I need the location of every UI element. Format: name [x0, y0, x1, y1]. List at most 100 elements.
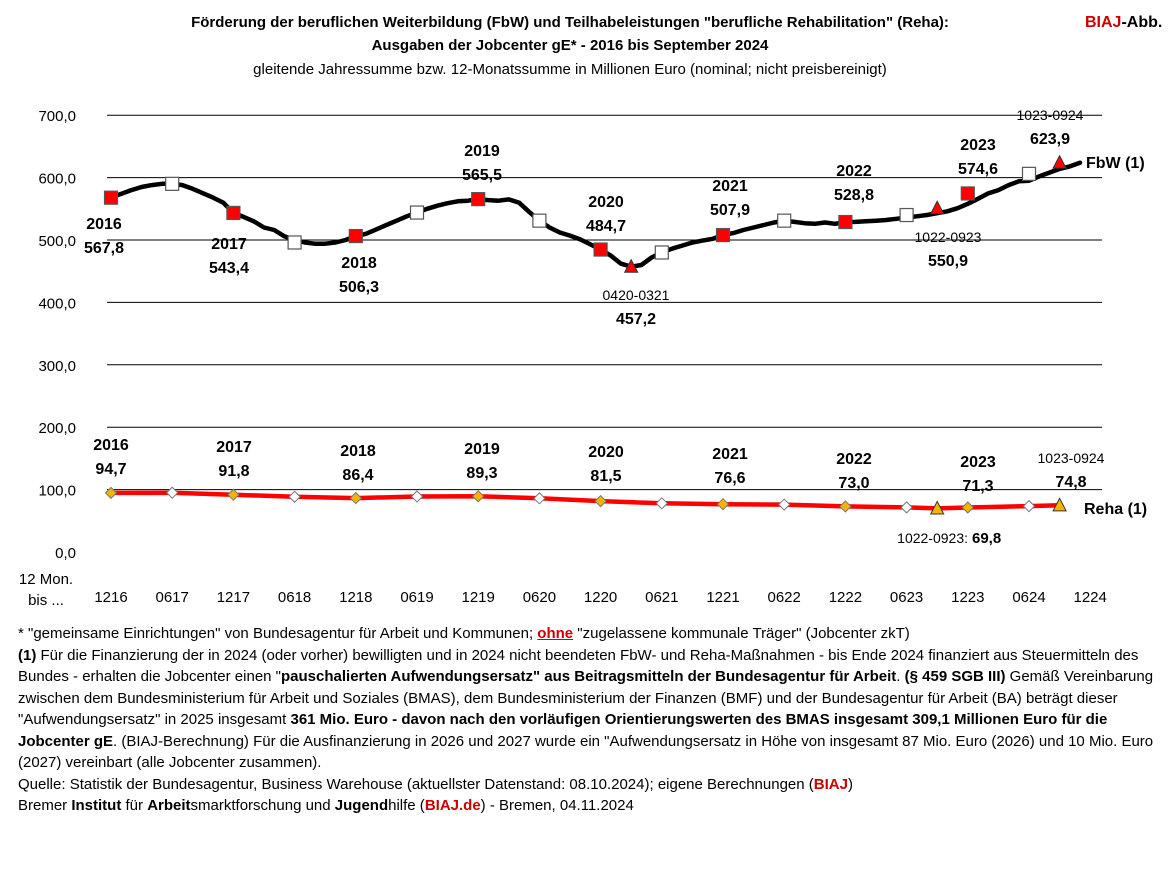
fbw-midyear-marker [899, 207, 914, 223]
fbw-midyear-marker [777, 213, 792, 228]
fbw-label-value: 484,7 [586, 218, 626, 235]
reha-year-marker [227, 488, 240, 501]
y-tick-label: 0,0 [55, 545, 76, 562]
x-tick-label: 1219 [462, 589, 495, 606]
footer-line: Bremer Institut für Arbeitsmarktforschun… [18, 797, 634, 814]
reha-label-value: 74,8 [1055, 474, 1086, 491]
reha-label-year: 2016 [93, 437, 129, 454]
fbw-midyear-marker [287, 235, 302, 250]
reha-midyear-marker [410, 490, 424, 503]
ohne-link[interactable]: ohne [537, 625, 574, 642]
x-tick-label: 1220 [584, 589, 617, 606]
reha-low-label-value: 69,8 [972, 530, 1001, 547]
fbw-label-year: 0420-0321 [603, 287, 670, 303]
x-tick-label: 0619 [400, 589, 433, 606]
fbw-label-value: 623,9 [1030, 131, 1070, 148]
fbw-label-value: 506,3 [339, 279, 379, 296]
x-tick-label: 1222 [829, 589, 862, 606]
reha-label-value: 94,7 [95, 461, 126, 478]
reha-label-value: 71,3 [962, 478, 993, 495]
reha-low-label-year: 1022-0923: [897, 530, 968, 546]
reha-midyear-marker [655, 497, 669, 510]
reha-midyear-marker [777, 498, 791, 511]
fbw-label-year: 1022-0923 [915, 229, 982, 245]
fbw-year-marker [838, 214, 853, 230]
fbw-label-value: 567,8 [84, 240, 124, 257]
fbw-highlight-marker [1052, 154, 1067, 169]
chart-title-line2: Ausgaben der Jobcenter gE* - 2016 bis Se… [371, 37, 769, 54]
reha-year-marker [594, 494, 607, 508]
reha-midyear-marker [1022, 499, 1036, 513]
fbw-year-marker [471, 192, 486, 207]
fbw-year-marker [348, 228, 363, 244]
fbw-midyear-marker [409, 205, 425, 220]
reha-midyear-marker [533, 492, 546, 505]
reha-label-year: 2020 [588, 444, 624, 461]
reha-label-value: 91,8 [218, 463, 249, 480]
y-tick-label: 700,0 [38, 108, 76, 125]
brand-rest: -Abb. [1121, 14, 1163, 31]
reha-label-year: 2018 [340, 443, 376, 460]
y-tick-label: 400,0 [38, 295, 76, 312]
reha-highlight-marker [1052, 497, 1067, 512]
x-tick-label: 0622 [768, 589, 801, 606]
chart-subtitle: gleitende Jahressumme bzw. 12-Monatssumm… [253, 61, 887, 78]
legend-fbw: FbW (1) [1086, 155, 1145, 172]
reha-label-year: 2021 [712, 446, 748, 463]
brand-logo: BIAJ-Abb. [1085, 14, 1162, 32]
reha-label-year: 2022 [836, 451, 872, 468]
fbw-label-value: 457,2 [616, 311, 656, 328]
reha-label-year: 1023-0924 [1038, 450, 1105, 466]
reha-label-year: 2019 [464, 441, 500, 458]
fbw-label-value: 565,5 [462, 167, 502, 184]
fbw-label-year: 1023-0924 [1017, 107, 1084, 123]
x-tick-label: 0617 [156, 589, 189, 606]
footnote-asterisk: * "gemeinsame Einrichtungen" von Bundesa… [18, 625, 910, 642]
fbw-midyear-marker [165, 176, 180, 191]
fbw-year-marker [715, 227, 731, 243]
x-tick-label: 0624 [1012, 589, 1045, 606]
reha-year-marker [961, 501, 975, 514]
fbw-highlight-marker [623, 258, 639, 273]
fbw-label-value: 550,9 [928, 253, 968, 270]
x-tick-label: 0621 [645, 589, 678, 606]
footnote-1: (1) Für die Finanzierung der in 2024 (od… [18, 646, 1154, 772]
fbw-label-year: 2018 [341, 255, 377, 272]
reha-label-value: 76,6 [714, 470, 745, 487]
fbw-midyear-marker [1021, 166, 1037, 181]
reha-year-marker [349, 491, 363, 505]
biaj-link[interactable]: BIAJ.de [424, 797, 481, 814]
brand-red: BIAJ [1085, 14, 1122, 31]
fbw-label-value: 574,6 [958, 161, 998, 178]
fbw-label-year: 2023 [960, 137, 996, 154]
reha-year-marker [104, 486, 118, 500]
x-tick-label: 0618 [278, 589, 311, 606]
y-tick-label: 600,0 [38, 171, 76, 188]
reha-label-year: 2023 [960, 454, 996, 471]
fbw-year-marker [960, 186, 975, 201]
chart: 0,0 100,0 200,0 300,0 400,0 500,0 600,0 700,0 12… [19, 107, 1147, 609]
reha-label-year: 2017 [216, 439, 252, 456]
fbw-year-marker [103, 190, 119, 205]
fbw-midyear-marker [532, 213, 547, 228]
reha-label-value: 73,0 [838, 475, 869, 492]
x-tick-label: 1224 [1074, 589, 1107, 606]
fbw-year-marker [226, 205, 241, 221]
legend-reha: Reha (1) [1084, 501, 1147, 518]
reha-highlight-marker [929, 500, 945, 515]
source-line: Quelle: Statistik der Bundesagentur, Bus… [18, 775, 853, 793]
x-tick-label: 0623 [890, 589, 923, 606]
y-tick-label: 300,0 [38, 358, 76, 375]
reha-year-marker [471, 490, 485, 503]
reha-label-value: 89,3 [466, 465, 497, 482]
fbw-label-year: 2020 [588, 194, 624, 211]
y-tick-label: 500,0 [38, 233, 76, 250]
reha-label-value: 86,4 [342, 467, 373, 484]
reha-midyear-marker [288, 490, 301, 503]
fbw-highlight-marker [929, 200, 945, 215]
fbw-label-value: 507,9 [710, 202, 750, 219]
x-tick-label: 1217 [217, 589, 250, 606]
reha-midyear-marker [900, 501, 913, 514]
x-tick-label: 1216 [94, 589, 127, 606]
fbw-label-year: 2021 [712, 178, 748, 195]
